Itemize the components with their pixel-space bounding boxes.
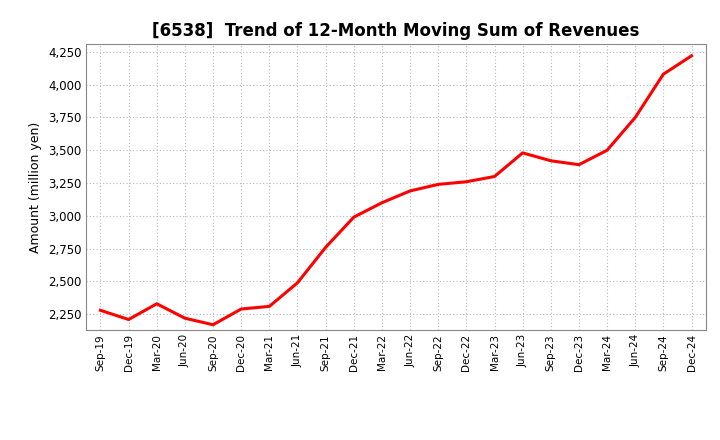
Title: [6538]  Trend of 12-Month Moving Sum of Revenues: [6538] Trend of 12-Month Moving Sum of R… [153, 22, 639, 40]
Y-axis label: Amount (million yen): Amount (million yen) [30, 121, 42, 253]
